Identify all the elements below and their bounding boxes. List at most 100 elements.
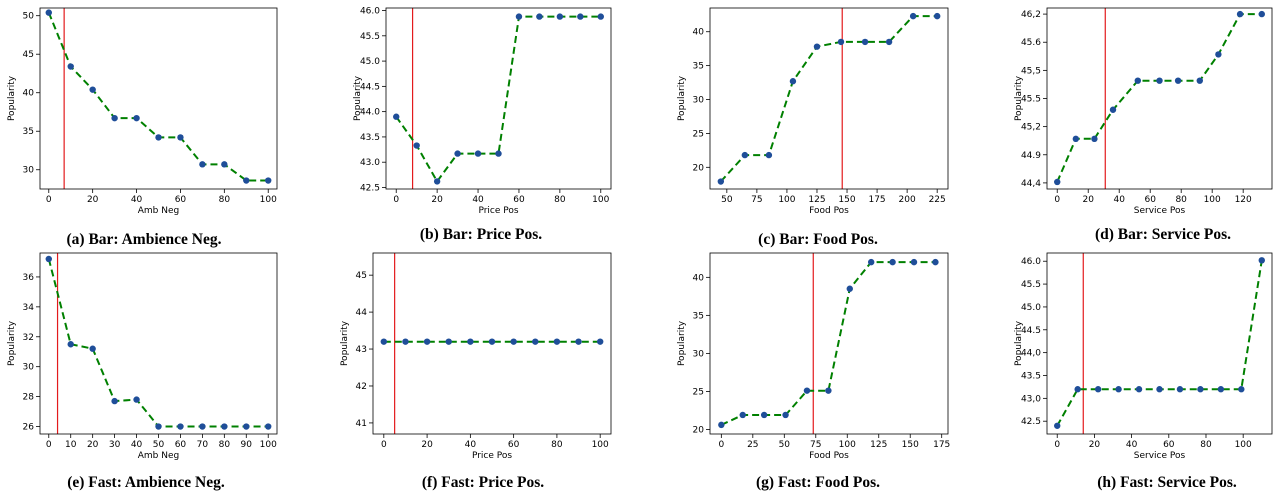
x-tick-label: 80 [551, 440, 563, 450]
y-tick-label: 40 [693, 28, 705, 38]
y-tick-label: 45 [356, 271, 367, 281]
x-tick-label: 75 [810, 440, 821, 450]
x-tick-label: 0 [46, 195, 52, 205]
y-tick-label: 25 [693, 129, 704, 139]
y-tick-label: 30 [693, 96, 705, 106]
y-tick-label: 45.5 [1021, 95, 1041, 105]
plot-frame [39, 252, 278, 435]
data-point [380, 338, 388, 345]
x-tick-label: 10 [65, 440, 77, 450]
y-tick-label: 46,2 [1021, 10, 1041, 20]
x-tick-label: 80 [1175, 195, 1187, 205]
plot-frame [372, 252, 612, 435]
panel-caption: (d) Bar: Service Pos. [1095, 226, 1231, 243]
x-tick-label: 20 [87, 440, 99, 450]
x-tick-label: 200 [899, 195, 916, 205]
x-tick-label: 120 [1235, 195, 1252, 205]
x-tick-label: 100 [1235, 440, 1252, 450]
data-point [1196, 77, 1203, 84]
data-point [445, 338, 452, 345]
y-tick-label: 44.0 [360, 108, 380, 118]
y-tick-label: 40 [693, 273, 705, 283]
y-tick-label: 20 [693, 425, 705, 435]
y-tick-label: 50 [23, 12, 35, 22]
data-point [1109, 106, 1117, 113]
data-point [861, 38, 869, 46]
y-tick-label: 44.5 [360, 82, 380, 92]
y-axis-label: Popularity [7, 320, 17, 366]
series-line [720, 261, 936, 426]
x-tick-label: 40 [472, 195, 484, 205]
data-point [846, 285, 853, 292]
y-tick-label: 46.0 [1021, 257, 1041, 267]
y-tick-label: 46.0 [360, 7, 380, 17]
data-point [243, 423, 250, 430]
data-point [813, 43, 821, 50]
data-point [889, 258, 896, 266]
data-point [474, 150, 482, 157]
data-point [67, 341, 74, 348]
y-tick-label: 43.5 [360, 133, 380, 143]
x-tick-label: 0 [393, 195, 399, 205]
data-point [577, 13, 584, 20]
data-point [133, 114, 140, 122]
x-tick-label: 100 [260, 440, 277, 450]
data-point [89, 345, 96, 352]
x-tick-label: 20 [421, 440, 433, 450]
y-tick-label: 44.5 [1021, 326, 1041, 336]
y-tick-label: 35 [693, 311, 704, 321]
series-line [1056, 260, 1263, 427]
y-axis-label: Popularity [1014, 320, 1024, 366]
y-tick-label: 44.9 [1021, 151, 1041, 161]
chart-panel-8: 0 20 40 60 80 100 42.5 43,0 43.5 44,0 44.5 45.0 45.5… [1014, 252, 1273, 491]
panel-caption: (f) Fast: Price Pos. [422, 474, 544, 491]
data-point [596, 338, 604, 345]
x-tick-label: 20 [87, 195, 99, 205]
data-point [867, 258, 875, 266]
x-tick-label: 225 [929, 195, 946, 205]
plot-frame [709, 7, 949, 190]
y-tick-label: 28 [23, 393, 35, 403]
data-point [597, 13, 604, 20]
data-point [495, 150, 502, 157]
x-axis-label: Service Pos [1134, 451, 1186, 461]
data-point [1176, 386, 1184, 393]
x-tick-label: 50 [721, 195, 733, 205]
y-tick-label: 45.5 [1021, 280, 1041, 290]
data-point [111, 114, 118, 122]
plot-frame [1046, 7, 1273, 190]
x-tick-label: 100 [592, 440, 609, 450]
y-tick-label: 34 [23, 303, 35, 313]
data-point [155, 423, 162, 430]
series-line [47, 258, 269, 428]
data-point [717, 178, 725, 185]
y-tick-label: 42 [356, 382, 367, 392]
data-point [741, 151, 749, 159]
panel-caption: (c) Bar: Food Pos. [758, 231, 878, 248]
data-point [1072, 135, 1080, 143]
y-axis-label: Popularity [340, 320, 350, 366]
x-tick-label: 0 [381, 440, 387, 450]
data-point [89, 86, 96, 93]
data-point [243, 177, 250, 184]
x-tick-label: 40 [1126, 440, 1138, 450]
x-tick-label: 150 [838, 195, 855, 205]
y-tick-label: 45,2 [1021, 123, 1041, 133]
x-axis-label: Service Pos [1134, 206, 1186, 216]
y-tick-label: 45,5 [1021, 66, 1041, 76]
y-tick-label: 30 [23, 166, 35, 176]
panel-caption: (g) Fast: Food Pos. [756, 474, 880, 491]
data-point [155, 134, 162, 141]
data-point [177, 134, 184, 141]
data-point [1115, 386, 1122, 393]
data-point [782, 411, 789, 419]
x-tick-label: 100 [592, 195, 609, 205]
data-point [45, 9, 52, 16]
x-tick-label: 40 [1113, 195, 1125, 205]
data-point [221, 161, 228, 168]
data-point [1258, 257, 1265, 264]
data-point [265, 423, 272, 430]
y-tick-label: 44,0 [1021, 349, 1041, 359]
x-tick-label: 175 [933, 440, 950, 450]
x-tick-label: 20 [1089, 440, 1101, 450]
